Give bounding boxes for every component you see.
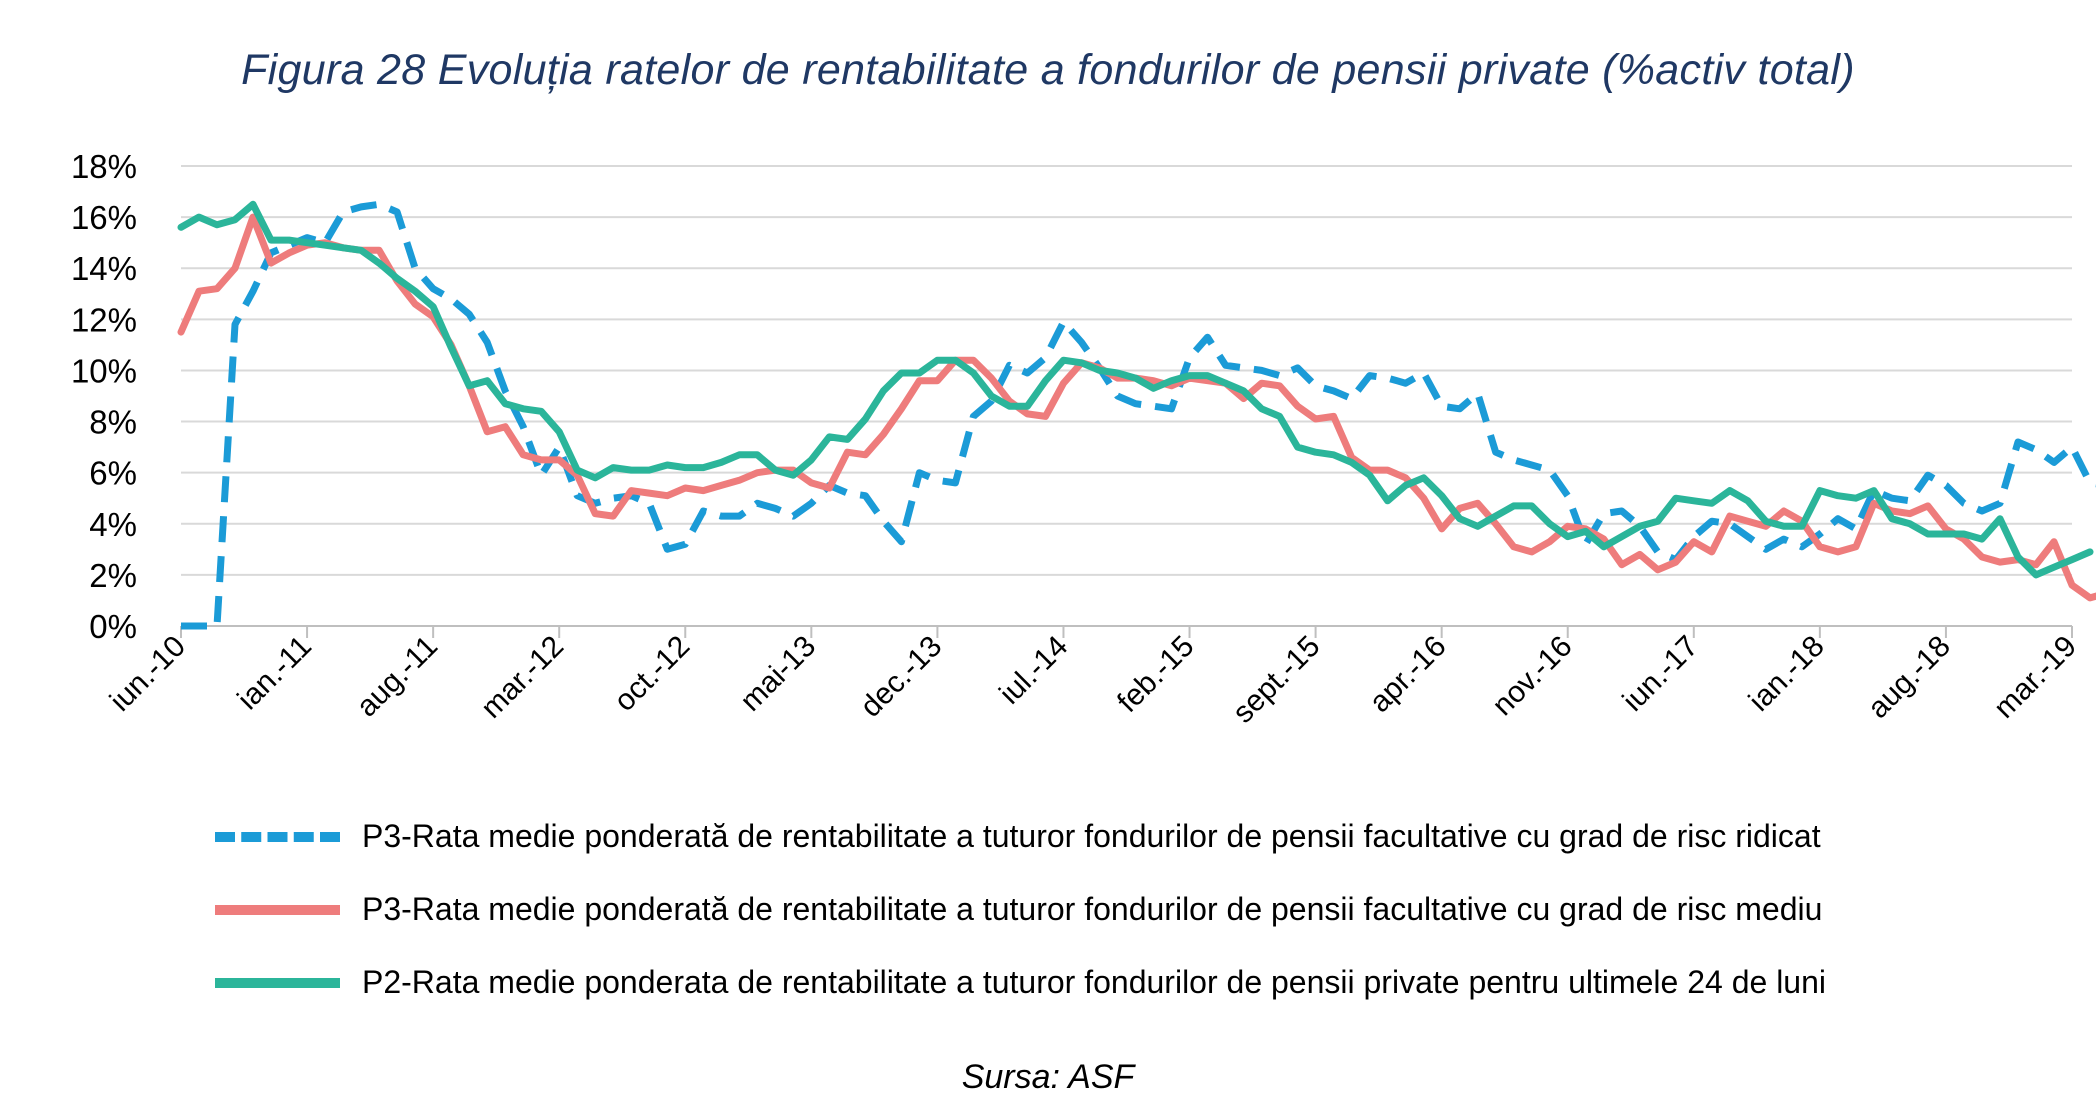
y-tick-label: 2% <box>89 557 137 594</box>
legend-swatch-p2 <box>215 977 340 988</box>
x-tick-label: iun.-17 <box>1617 630 1705 718</box>
y-tick-label: 14% <box>71 250 137 287</box>
y-tick-label: 16% <box>71 199 137 236</box>
y-tick-label: 12% <box>71 301 137 338</box>
legend-label-high-risk: P3-Rata medie ponderată de rentabilitate… <box>362 818 1821 854</box>
legend-item-high-risk: P3-Rata medie ponderată de rentabilitate… <box>215 800 1826 873</box>
x-tick-label: ian.-18 <box>1743 630 1831 718</box>
legend-swatch-medium-risk <box>215 904 340 915</box>
x-tick-label: oct.-12 <box>608 630 696 718</box>
y-tick-label: 18% <box>71 148 137 185</box>
line-chart: 0%2%4%6%8%10%12%14%16%18% iun.-10 ian.-11… <box>71 148 2096 730</box>
legend-label-p2: P2-Rata medie ponderata de rentabilitate… <box>362 964 1826 1000</box>
source-note: Sursa: ASF <box>961 1058 1135 1096</box>
y-axis-ticks: 0% 2% 4% 6% 8% 10% 12% 14% 16% 18% <box>71 148 137 645</box>
x-tick-label: aug.-11 <box>350 630 444 724</box>
x-axis: iun.-10 ian.-11 aug.-11 mar.-12 oct.-12 mai-1… <box>104 625 2083 730</box>
y-tick-label: 4% <box>89 506 137 543</box>
x-tick-label: iul.-14 <box>993 630 1074 711</box>
x-tick-label: apr.-16 <box>1363 630 1452 719</box>
gridlines <box>181 165 2072 576</box>
x-tick-label: mar.-19 <box>1988 630 2083 725</box>
series-line-0 <box>181 200 2096 630</box>
legend-swatch-high-risk <box>215 831 340 842</box>
x-tick-label: feb.-15 <box>1111 630 1200 719</box>
series-lines <box>177 200 2096 630</box>
y-tick-label: 0% <box>89 608 137 645</box>
y-tick-label: 10% <box>71 352 137 389</box>
x-tick-label: ian.-11 <box>231 630 318 717</box>
x-tick-label: nov.-16 <box>1486 630 1579 723</box>
x-tick-label: dec.-13 <box>854 630 948 724</box>
legend-item-p2: P2-Rata medie ponderata de rentabilitate… <box>215 946 1826 1019</box>
legend-item-medium-risk: P3-Rata medie ponderată de rentabilitate… <box>215 873 1826 946</box>
series-line-2 <box>177 200 2094 579</box>
y-tick-label: 8% <box>89 404 137 441</box>
y-tick-label: 6% <box>89 455 137 492</box>
legend-label-medium-risk: P3-Rata medie ponderată de rentabilitate… <box>362 891 1823 927</box>
x-tick-label: mai-13 <box>734 630 822 718</box>
x-tick-label: sept.-15 <box>1227 630 1327 730</box>
legend: P3-Rata medie ponderată de rentabilitate… <box>215 800 1826 1019</box>
chart-title: Figura 28 Evoluția ratelor de rentabilit… <box>241 46 1855 94</box>
x-tick-label: aug.-18 <box>1862 630 1957 725</box>
x-tick-label: mar.-12 <box>475 630 570 725</box>
